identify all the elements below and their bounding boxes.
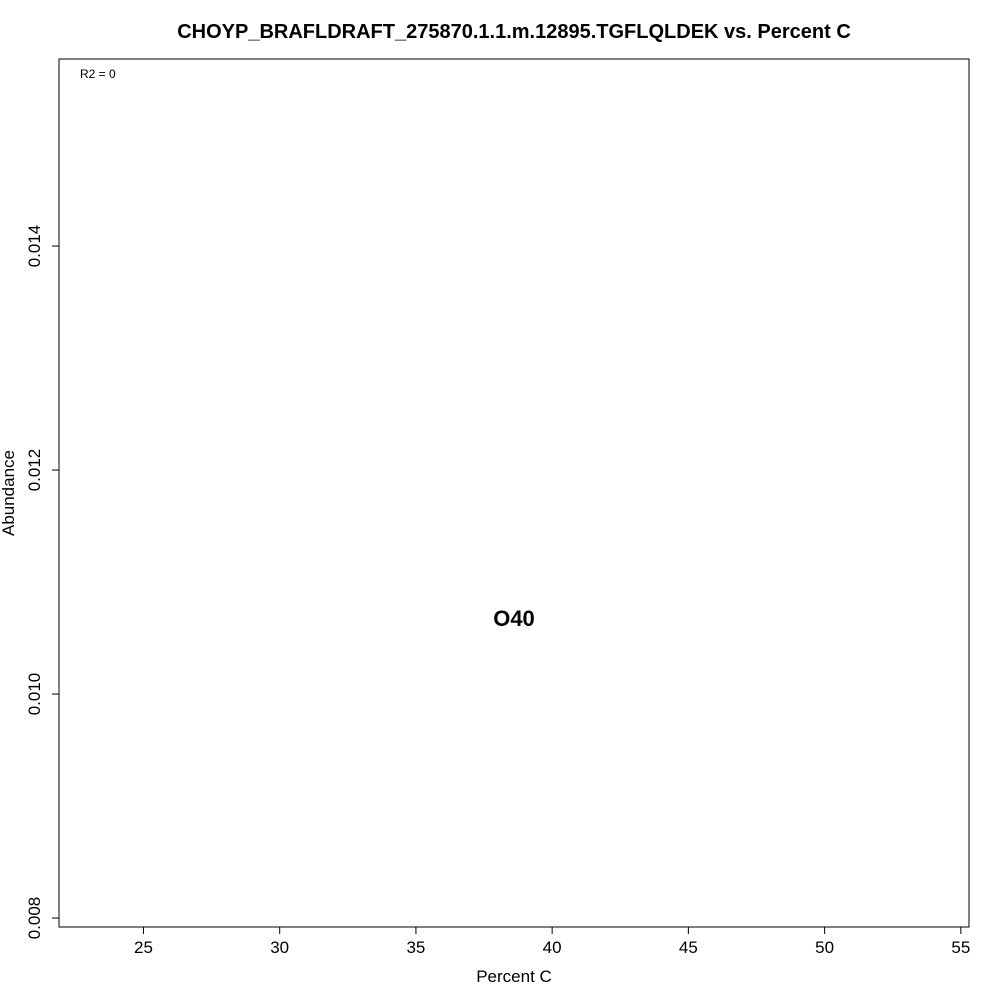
y-axis: 0.008 0.010 0.012 0.014 — [25, 225, 60, 940]
chart-title: CHOYP_BRAFLDRAFT_275870.1.1.m.12895.TGFL… — [177, 21, 851, 43]
x-tick-label: 45 — [679, 938, 698, 957]
x-tick-label: 35 — [406, 938, 425, 957]
r2-annotation: R2 = 0 — [80, 67, 116, 81]
x-tick-label: 30 — [270, 938, 289, 957]
x-tick-label: 55 — [951, 938, 970, 957]
y-axis-label: Abundance — [0, 450, 18, 536]
data-point-label: O40 — [493, 606, 535, 631]
y-tick-label: 0.014 — [25, 225, 44, 268]
x-axis-label: Percent C — [476, 967, 552, 986]
y-tick-label: 0.012 — [25, 449, 44, 492]
y-tick-label: 0.010 — [25, 673, 44, 716]
x-axis: 25 30 35 40 45 50 55 — [134, 926, 970, 957]
y-tick-label: 0.008 — [25, 897, 44, 940]
x-tick-label: 25 — [134, 938, 153, 957]
x-tick-label: 50 — [815, 938, 834, 957]
x-tick-label: 40 — [543, 938, 562, 957]
data-points: O40 — [493, 606, 535, 631]
